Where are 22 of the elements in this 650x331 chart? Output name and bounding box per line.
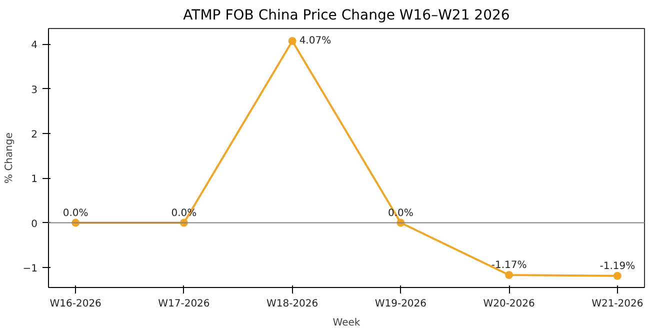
x-axis-title: Week xyxy=(332,318,360,328)
y-axis-title: % Change xyxy=(4,132,15,184)
y-tick-label: 3 xyxy=(31,84,38,96)
chart-title: ATMP FOB China Price Change W16–W21 2026 xyxy=(183,8,510,24)
point xyxy=(288,37,296,45)
y-tick-label: 1 xyxy=(31,174,38,186)
x-tick-label: W16-2026 xyxy=(50,298,102,310)
x-tick-label: W18-2026 xyxy=(266,298,318,310)
data-label: -1.17% xyxy=(491,260,527,271)
x-tick-label: W20-2026 xyxy=(483,298,535,310)
point xyxy=(505,271,514,279)
point xyxy=(613,272,622,280)
y-tick-label: 4 xyxy=(31,40,38,52)
x-tick-label: W21-2026 xyxy=(592,298,644,310)
y-tick-label: 0 xyxy=(31,218,38,230)
data-label: 4.07% xyxy=(299,36,332,47)
x-tick-label: W19-2026 xyxy=(374,298,427,310)
y-tick-label: 2 xyxy=(31,129,38,140)
data-label: 0.0% xyxy=(62,208,88,219)
x-tick-label: W17-2026 xyxy=(158,298,210,310)
y-tick-label: −1 xyxy=(22,263,38,274)
data-label: -1.19% xyxy=(600,260,636,272)
